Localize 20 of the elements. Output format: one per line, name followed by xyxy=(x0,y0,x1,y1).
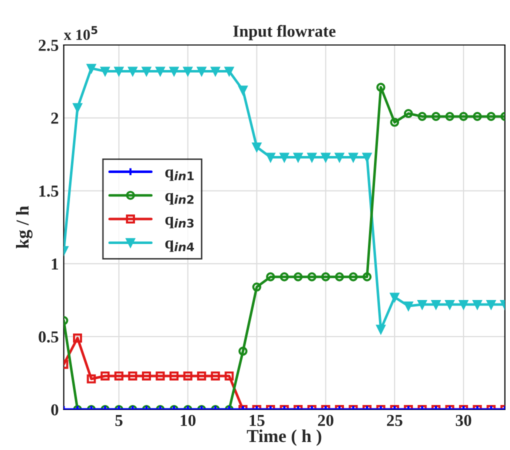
legend-label: q$_{in4}$ xyxy=(165,240,194,252)
y-tick-label: 1 xyxy=(52,258,58,270)
x-tick-label: 10 xyxy=(180,414,196,426)
x-tick-label: 25 xyxy=(386,414,402,426)
x-tick-label: 15 xyxy=(250,414,264,426)
text: x 10$^{5}$ xyxy=(64,26,98,40)
x-tick-label: 30 xyxy=(456,414,472,426)
x-tick-label: 5 xyxy=(115,415,122,426)
y-tick-label: 0 xyxy=(51,404,58,416)
legend-label: q$_{in3}$ xyxy=(165,216,194,228)
legend-label: q$_{in1}$ xyxy=(165,169,194,181)
legend-label: q$_{in2}$ xyxy=(165,193,194,205)
x-axis-title: Time ( h ) xyxy=(246,429,322,446)
chart-title: Input flowrate xyxy=(233,24,336,40)
y-axis-title: kg / h xyxy=(16,206,32,248)
y-tick-label: 0.5 xyxy=(38,331,58,343)
y-tick-label: 1.5 xyxy=(39,186,58,197)
y-tick-label: 2 xyxy=(51,112,58,124)
y-tick-label: 2.5 xyxy=(38,40,58,52)
x-tick-label: 20 xyxy=(318,414,334,426)
